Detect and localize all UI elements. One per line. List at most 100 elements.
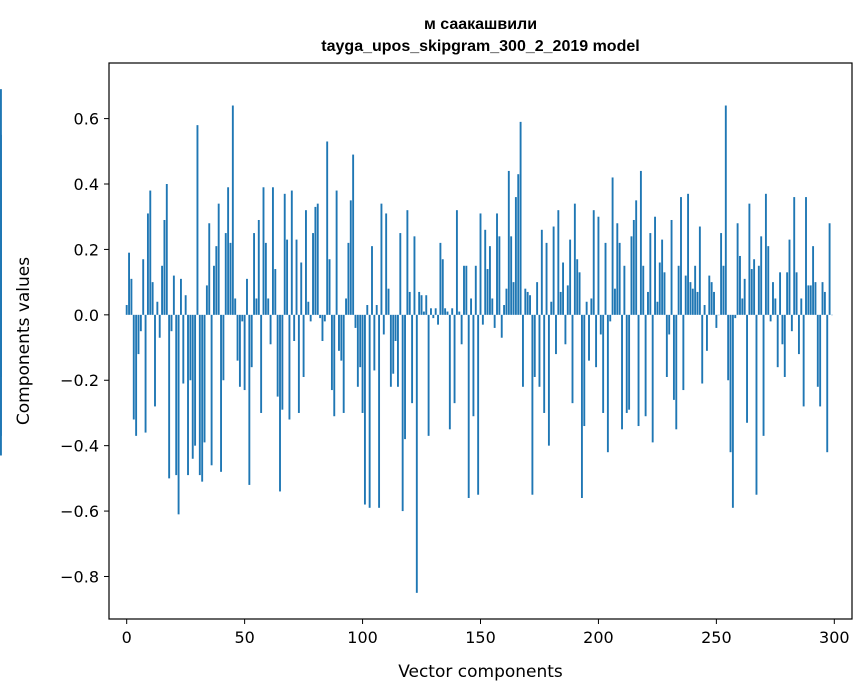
bar [580,314,583,498]
bar [132,314,135,420]
bar [210,314,213,466]
bar [828,223,831,315]
bar [500,314,503,338]
bar [262,187,265,315]
bar [283,193,286,315]
bar [524,288,527,315]
bar [637,314,640,427]
bar [236,314,239,361]
bar [588,314,590,361]
bar [635,200,638,315]
bar [746,314,748,423]
bar [149,190,152,315]
bar [0,314,2,456]
bar [139,314,142,332]
bar [399,233,402,315]
bar [720,233,723,315]
bar [616,223,619,315]
bar [215,246,218,315]
bar [156,301,159,315]
bar [583,314,586,427]
bar [448,314,451,430]
bar [198,314,201,476]
bar [177,314,180,515]
bar [531,314,534,495]
bar [823,291,826,315]
bar [812,246,815,315]
bar [703,305,706,315]
bar [335,190,338,315]
bar [698,226,701,315]
bar [644,314,647,417]
bar [286,239,289,315]
bar [203,314,206,443]
bar [734,314,737,319]
x-tick-label: 300 [819,628,850,647]
bar [819,314,822,407]
bar [279,314,281,492]
bar [366,305,369,315]
bar [578,272,581,315]
bar [472,314,475,417]
bar [217,203,220,315]
bar [722,265,725,315]
bar [821,282,824,315]
bar [585,301,588,315]
bar [349,200,352,315]
bar [510,236,513,315]
bar [319,314,322,319]
bar [729,314,732,453]
bar [498,236,501,315]
bar [293,314,296,341]
x-tick-label: 100 [347,628,378,647]
x-tick-label: 250 [701,628,732,647]
bar [264,242,267,315]
bar [654,216,656,315]
y-tick-label: 0.6 [74,110,99,129]
bar [316,203,319,315]
bar [458,311,461,315]
bar [389,314,392,387]
bar [128,252,130,315]
bar [519,121,522,315]
bar [715,314,718,328]
bar [408,291,411,315]
bar [231,105,234,315]
bar [774,298,777,315]
bar [805,197,807,315]
bar [208,223,211,315]
bar [736,223,739,315]
bar [474,265,477,315]
bar [814,282,817,315]
bar [559,291,562,315]
bar [321,314,324,341]
bar [555,314,557,355]
bar [281,314,284,410]
bar [618,242,621,315]
bar [571,314,574,404]
bar [165,184,168,315]
bar [347,242,350,315]
bar [222,314,225,381]
bar [689,282,692,315]
bar [243,314,246,391]
bar [354,314,357,328]
bar [656,301,659,315]
bar [741,298,744,315]
bar [257,219,260,315]
bar [753,259,756,315]
bar [269,314,272,345]
bar [406,210,409,315]
bar [597,216,600,315]
bar [793,197,796,315]
bar [680,197,682,315]
bar [807,285,810,315]
bar [290,190,293,315]
bar [267,298,270,315]
bar [444,308,447,315]
bar [401,314,404,512]
bar [602,314,605,413]
bar [146,213,149,315]
bar [705,314,708,351]
